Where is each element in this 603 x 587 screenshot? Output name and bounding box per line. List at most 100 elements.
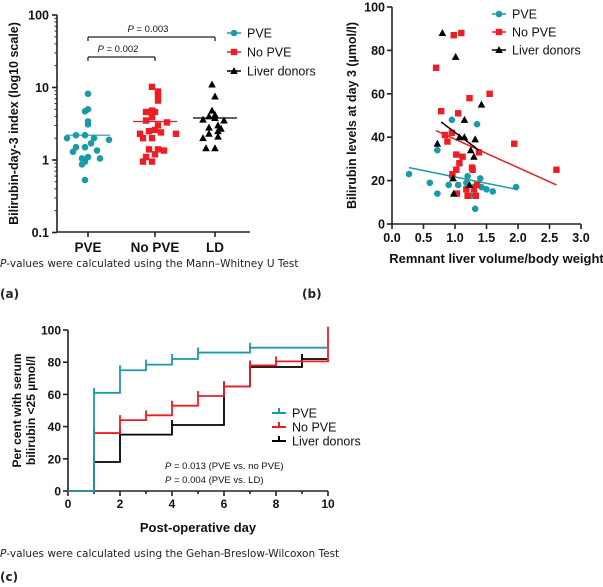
a-point-no-pve xyxy=(148,113,156,121)
panel-label-a: (a) xyxy=(0,287,20,301)
b-point-liver-donors xyxy=(433,139,442,147)
c-legend-label: PVE xyxy=(292,407,317,421)
a-point-ld xyxy=(205,123,213,131)
a-point-no-pve xyxy=(151,108,159,116)
b-x-tick-label: 3.0 xyxy=(572,231,589,245)
a-point-no-pve xyxy=(139,158,147,165)
b-point-liver-donors xyxy=(471,135,479,143)
b-point-no-pve xyxy=(466,94,473,102)
caption-a: P-values were calculated using the Mann–… xyxy=(0,258,299,270)
b-x-axis-label: Remnant liver volume/body weight xyxy=(389,251,603,266)
b-point-pve xyxy=(434,146,441,154)
a-point-ld xyxy=(214,121,222,129)
c-y-axis-label: bilirubin <25 µmol/l xyxy=(24,356,38,465)
a-point-no-pve xyxy=(148,158,156,165)
a-point-no-pve xyxy=(151,126,159,134)
caption-a-text: -values were calculated using the Mann–W… xyxy=(6,258,299,270)
caption-c-text: -values were calculated using the Gehan-… xyxy=(6,548,340,560)
b-point-pve xyxy=(464,172,471,180)
a-point-no-pve xyxy=(154,91,162,98)
b-point-no-pve xyxy=(470,186,478,193)
caption-c: P-values were calculated using the Gehan… xyxy=(0,548,339,560)
a-y-tick-label: 0.1 xyxy=(32,226,49,240)
a-point-pve xyxy=(63,134,71,142)
a-point-pve xyxy=(81,143,89,151)
b-point-liver-donors xyxy=(438,29,447,37)
caption-c-p: P xyxy=(0,548,7,560)
c-step-line-liver-donors xyxy=(93,358,328,491)
b-point-no-pve xyxy=(553,166,560,173)
a-x-tick-label: PVE xyxy=(74,240,101,255)
b-y-tick-label: 100 xyxy=(364,1,385,15)
a-point-ld xyxy=(214,132,222,140)
c-p-value-2: P = 0.004 (PVE vs. LD) xyxy=(165,475,263,486)
b-point-no-pve xyxy=(450,32,457,39)
c-y-tick-label: 0 xyxy=(54,485,61,499)
a-y-tick-label: 10 xyxy=(35,81,49,95)
a-y-tick-label: 1 xyxy=(42,154,49,168)
a-point-no-pve xyxy=(148,134,156,142)
a-point-pve xyxy=(90,134,98,142)
b-point-pve xyxy=(471,205,479,213)
b-point-no-pve xyxy=(473,181,481,189)
b-x-tick-label: 1.0 xyxy=(446,231,463,245)
b-point-no-pve xyxy=(463,186,470,193)
a-point-pve xyxy=(84,106,92,113)
a-point-no-pve xyxy=(139,134,147,142)
panel-label-c: (c) xyxy=(0,570,19,584)
c-x-tick-label: 8 xyxy=(273,497,280,511)
a-legend-marker xyxy=(230,29,238,37)
b-point-liver-donors xyxy=(465,180,474,188)
b-point-liver-donors xyxy=(460,115,469,123)
a-point-pve xyxy=(69,148,77,156)
b-y-tick-label: 0 xyxy=(378,218,385,232)
a-point-pve xyxy=(93,147,101,154)
b-point-no-pve xyxy=(464,192,471,199)
b-point-no-pve xyxy=(432,64,440,71)
a-point-no-pve xyxy=(154,122,162,129)
a-point-ld xyxy=(199,134,207,142)
a-point-no-pve xyxy=(154,97,162,104)
b-point-no-pve xyxy=(454,110,462,117)
b-fit-line-liver-donors xyxy=(440,121,480,151)
c-step-line-no-pve xyxy=(68,326,329,492)
b-point-pve xyxy=(434,190,441,197)
a-legend-label: Liver donors xyxy=(247,65,316,79)
b-fit-line-pve xyxy=(408,166,517,191)
b-point-no-pve xyxy=(448,129,456,137)
c-x-tick-label: 0 xyxy=(65,497,72,511)
a-point-ld xyxy=(214,127,222,135)
c-y-tick-label: 80 xyxy=(48,356,62,370)
a-point-no-pve xyxy=(148,83,156,91)
c-y-tick-label: 40 xyxy=(48,420,62,434)
b-point-liver-donors xyxy=(451,52,460,60)
b-point-no-pve xyxy=(437,107,445,115)
a-y-axis-label: Bilirubin-day-3 index (log10 scale) xyxy=(7,22,21,225)
b-point-pve xyxy=(476,175,484,182)
b-point-no-pve xyxy=(511,140,518,147)
a-point-no-pve xyxy=(145,127,153,135)
b-legend-marker xyxy=(495,28,503,36)
b-point-no-pve xyxy=(472,192,479,199)
a-legend-marker xyxy=(230,67,238,74)
a-point-no-pve xyxy=(145,146,153,153)
a-y-tick-label: 100 xyxy=(28,9,49,23)
b-point-liver-donors xyxy=(455,133,464,141)
b-point-no-pve xyxy=(458,29,465,37)
b-point-pve xyxy=(445,181,453,189)
b-x-tick-label: 2.0 xyxy=(509,231,526,245)
c-x-axis-label: Post-operative day xyxy=(140,520,257,535)
c-y-tick-label: 100 xyxy=(41,324,61,338)
b-point-pve xyxy=(426,179,434,187)
b-point-liver-donors xyxy=(470,152,478,160)
b-point-pve xyxy=(473,120,481,128)
b-legend-label: PVE xyxy=(512,8,537,22)
b-x-tick-label: 1.5 xyxy=(478,231,495,245)
b-legend-marker xyxy=(495,10,503,18)
b-point-no-pve xyxy=(486,90,493,97)
b-point-liver-donors xyxy=(449,189,458,197)
b-point-no-pve xyxy=(453,166,460,173)
a-point-pve xyxy=(105,136,113,144)
